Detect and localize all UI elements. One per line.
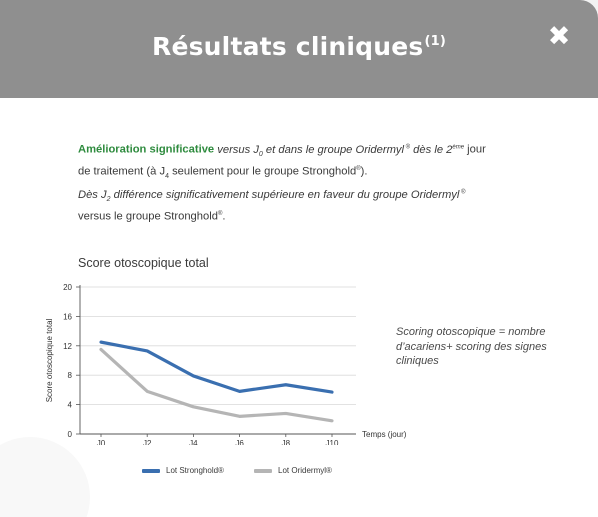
intro-superscript: ®	[459, 188, 466, 195]
intro-line-3: Dès J2 différence significativement supé…	[78, 185, 548, 207]
x-tick-label: J2	[143, 439, 152, 445]
intro-superscript: ®	[403, 144, 411, 150]
y-tick-label: 12	[63, 342, 72, 351]
legend-item-oridermyl: Lot Oridermyl®	[254, 466, 332, 475]
intro-text: .	[222, 211, 226, 224]
page-title-text: Résultats cliniques	[152, 32, 424, 61]
legend-swatch-stronghold	[142, 468, 160, 473]
y-axis-label: Score otoscopique total	[45, 318, 54, 402]
title-footnote-ref: (1)	[424, 34, 446, 49]
x-tick-label: J4	[189, 439, 198, 445]
y-tick-label: 4	[68, 401, 73, 410]
x-tick-label: J8	[282, 439, 291, 445]
intro-text: Dès J	[78, 188, 107, 201]
series-line-stronghold	[99, 340, 334, 394]
legend-label-oridermyl: Lot Oridermyl®	[278, 466, 332, 475]
y-tick-label: 16	[63, 312, 72, 321]
intro-text: jour	[464, 143, 486, 156]
intro-subscript: 0	[258, 150, 263, 158]
y-tick-label: 8	[68, 371, 73, 380]
intro-line-1: Amélioration significative versus J0 et …	[78, 140, 548, 162]
x-tick-label: J6	[235, 439, 244, 445]
decorative-shape	[0, 437, 90, 517]
legend-item-stronghold: Lot Stronghold®	[142, 466, 224, 475]
intro-superscript: ®	[217, 211, 223, 218]
intro-text: et dans le groupe Oridermyl	[262, 143, 404, 156]
x-tick-label: J10	[326, 439, 339, 445]
intro-text: différence significativement supérieure …	[110, 188, 460, 201]
line-chart: 0 4 8 12 16 20 J0 J2 J4 J6 J8 J10 Temps (jour) Score …	[45, 283, 407, 445]
intro-superscript: ®	[356, 166, 361, 173]
intro-text: de traitement (à J	[78, 166, 166, 179]
close-button[interactable]: ✖	[544, 22, 574, 52]
chart-title: Score otoscopique total	[78, 256, 209, 270]
intro-line-2: de traitement (à J4 seulement pour le gr…	[78, 162, 548, 184]
series-line-oridermyl	[99, 347, 334, 423]
intro-line-4: versus le groupe Stronghold®.	[78, 207, 548, 224]
x-tick-label: J0	[97, 439, 106, 445]
intro-text: dès le 2	[410, 143, 453, 156]
page-title: Résultats cliniques(1)	[0, 32, 598, 61]
y-tick-label: 0	[68, 430, 73, 439]
x-axis-label: Temps (jour)	[362, 430, 407, 439]
scoring-note: Scoring otoscopique = nombre d’acariens+…	[396, 326, 547, 367]
intro-text: seulement pour le groupe Stronghold	[168, 166, 357, 179]
intro-text: versus J	[214, 143, 259, 156]
y-tick-label: 20	[63, 283, 72, 292]
intro-subscript: 4	[165, 173, 169, 181]
header-bar: Résultats cliniques(1) ✖	[0, 0, 598, 98]
intro-text: ).	[360, 166, 368, 179]
intro-superscript: ème	[452, 144, 465, 150]
intro-paragraph: Amélioration significative versus J0 et …	[78, 140, 548, 225]
close-icon: ✖	[547, 21, 571, 52]
legend-label-stronghold: Lot Stronghold®	[166, 466, 224, 475]
intro-subscript: 2	[106, 195, 111, 203]
legend-swatch-oridermyl	[254, 468, 272, 473]
intro-highlight: Amélioration significative	[78, 143, 215, 156]
intro-text: versus le groupe Stronghold	[78, 211, 218, 224]
